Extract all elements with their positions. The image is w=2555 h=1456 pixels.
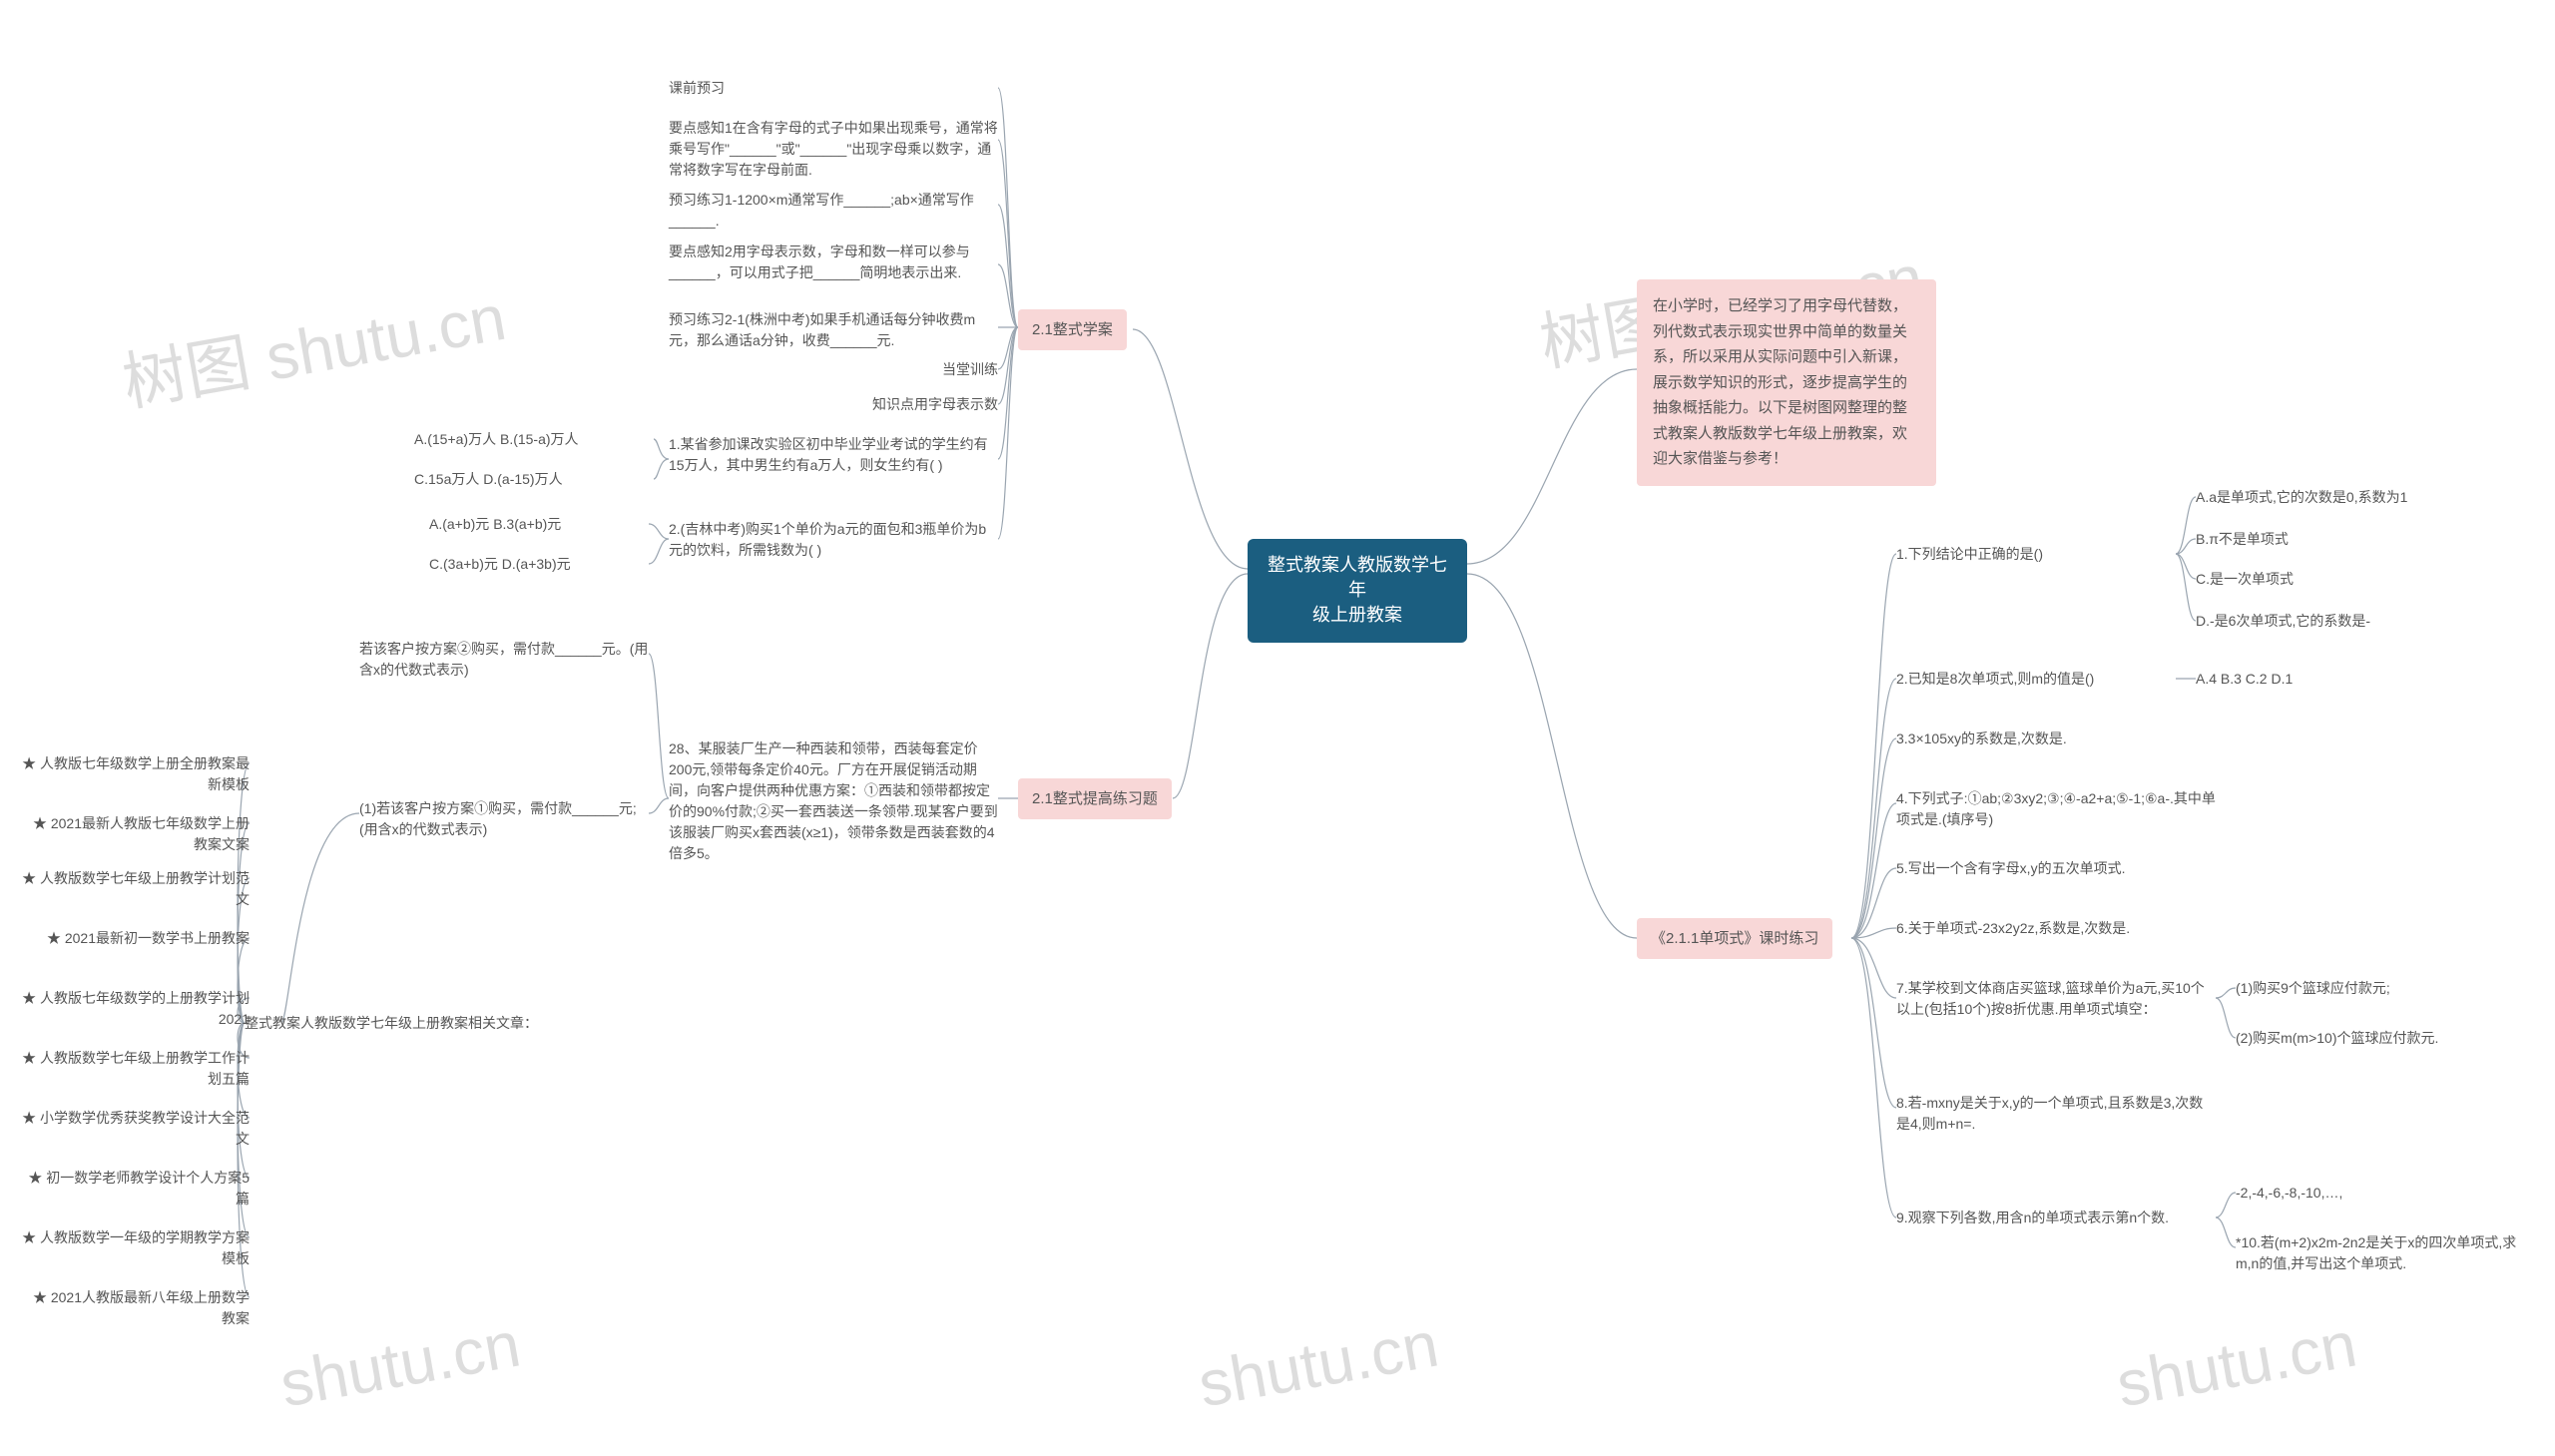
branch-keshi: 《2.1.1单项式》课时练习 (1637, 918, 1832, 959)
leaf: 知识点用字母表示数 (669, 394, 998, 415)
leaf: ★ 人教版七年级数学的上册教学计划2021 (20, 988, 250, 1030)
leaf: (2)购买m(m>10)个篮球应付款元. (2236, 1028, 2515, 1049)
leaf: B.π不是单项式 (2196, 529, 2475, 550)
leaf: A.a是单项式,它的次数是0,系数为1 (2196, 487, 2475, 508)
leaf-sub2: 若该客户按方案②购买，需付款______元。(用含x的代数式表示) (359, 639, 649, 681)
leaf: D.-是6次单项式,它的系数是- (2196, 611, 2475, 632)
leaf: C.是一次单项式 (2196, 569, 2475, 590)
leaf: A.4 B.3 C.2 D.1 (2196, 669, 2475, 690)
leaf-r7: 7.某学校到文体商店买篮球,篮球单价为a元,买10个以上(包括10个)按8折优惠… (1896, 978, 2216, 1020)
leaf: ★ 人教版七年级数学上册全册教案最新模板 (20, 753, 250, 795)
leaf: ★ 人教版数学七年级上册教学工作计划五篇 (20, 1048, 250, 1090)
leaf: -2,-4,-6,-8,-10,…, (2236, 1183, 2515, 1204)
leaf: 要点感知2用字母表示数，字母和数一样可以参与______，可以用式子把_____… (669, 242, 998, 283)
leaf: 课前预习 (669, 78, 998, 99)
leaf-r2: 2.已知是8次单项式,则m的值是() (1896, 669, 2176, 690)
leaf-r3: 3.3×105xy的系数是,次数是. (1896, 728, 2216, 749)
leaf: ★ 小学数学优秀获奖教学设计大全范文 (20, 1108, 250, 1150)
leaf: 要点感知1在含有字母的式子中如果出现乘号，通常将乘号写作"______"或"__… (669, 118, 998, 181)
watermark: shutu.cn (2111, 1307, 2361, 1422)
leaf-r6: 6.关于单项式-23x2y2z,系数是,次数是. (1896, 918, 2216, 939)
leaf-r4: 4.下列式子:①ab;②3xy2;③;④-a2+a;⑤-1;⑥a-.其中单项式是… (1896, 788, 2216, 830)
watermark: shutu.cn (274, 1307, 525, 1422)
center-node: 整式教案人教版数学七年级上册教案 (1248, 539, 1467, 643)
watermark: shutu.cn (1193, 1307, 1443, 1422)
leaf: ★ 2021人教版最新八年级上册数学教案 (20, 1287, 250, 1329)
leaf-q2: 2.(吉林中考)购买1个单价为a元的面包和3瓶单价为b元的饮料，所需钱数为( ) (669, 519, 998, 561)
leaf: ★ 人教版数学一年级的学期教学方案模板 (20, 1227, 250, 1269)
leaf-q28: 28、某服装厂生产一种西装和领带，西装每套定价200元,领带每条定价40元。厂方… (669, 738, 998, 864)
leaf: ★ 2021最新人教版七年级数学上册教案文案 (20, 813, 250, 855)
leaf: *10.若(m+2)x2m-2n2是关于x的四次单项式,求m,n的值,并写出这个… (2236, 1232, 2535, 1274)
leaf: (1)购买9个篮球应付款元; (2236, 978, 2515, 999)
leaf: 预习练习1-1200×m通常写作______;ab×通常写作______. (669, 190, 998, 232)
branch-xuean: 2.1整式学案 (1018, 309, 1127, 350)
leaf-q1: 1.某省参加课改实验区初中毕业学业考试的学生约有15万人，其中男生约有a万人，则… (669, 434, 998, 476)
leaf: A.(15+a)万人 B.(15-a)万人 (414, 429, 654, 450)
leaf-r8: 8.若-mxny是关于x,y的一个单项式,且系数是3,次数是4,则m+n=. (1896, 1093, 2216, 1135)
leaf: ★ 2021最新初一数学书上册教案 (20, 928, 250, 949)
intro-block: 在小学时，已经学习了用字母代替数，列代数式表示现实世界中简单的数量关系，所以采用… (1637, 279, 1936, 486)
leaf-r5: 5.写出一个含有字母x,y的五次单项式. (1896, 858, 2216, 879)
leaf: ★ 人教版数学七年级上册教学计划范文 (20, 868, 250, 910)
leaf: A.(a+b)元 B.3(a+b)元 (429, 514, 649, 535)
branch-tigao: 2.1整式提高练习题 (1018, 778, 1172, 819)
leaf-sub1: (1)若该客户按方案①购买，需付款______元;(用含x的代数式表示) (359, 798, 649, 840)
leaf: C.(3a+b)元 D.(a+3b)元 (429, 554, 649, 575)
leaf-r1: 1.下列结论中正确的是() (1896, 544, 2176, 565)
watermark: 树图 shutu.cn (115, 266, 512, 424)
branch-related: 整式教案人教版数学七年级上册教案相关文章： (245, 1013, 574, 1034)
leaf: 预习练习2-1(株洲中考)如果手机通话每分钟收费m元，那么通话a分钟，收费___… (669, 309, 998, 351)
leaf: C.15a万人 D.(a-15)万人 (414, 469, 654, 490)
leaf: ★ 初一数学老师教学设计个人方案5篇 (20, 1168, 250, 1210)
leaf-r9: 9.观察下列各数,用含n的单项式表示第n个数. (1896, 1208, 2216, 1228)
leaf: 当堂训练 (669, 359, 998, 380)
